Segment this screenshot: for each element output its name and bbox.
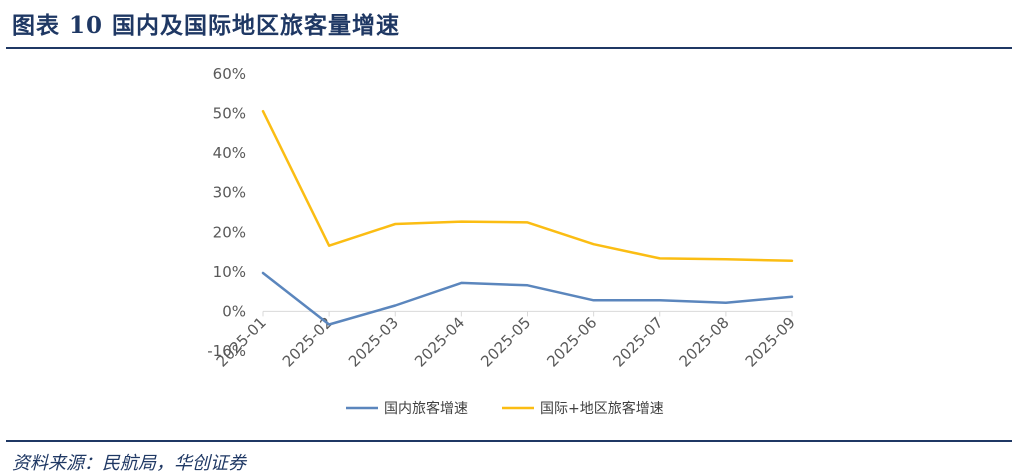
x-axis: 2025-01 2025-02 2025-03 2025-04 2025-05 2025-… xyxy=(213,310,799,371)
x-tick-label: 2025-09 xyxy=(742,314,799,371)
y-tick-label: 20% xyxy=(213,223,246,241)
bottom-rule xyxy=(6,440,1012,442)
top-rule xyxy=(6,47,1012,49)
legend: 国内旅客增速 国际+地区旅客增速 xyxy=(346,400,664,417)
x-tick-label: 2025-04 xyxy=(411,314,468,371)
legend-label-0: 国内旅客增速 xyxy=(384,400,468,417)
x-tick-label: 2025-06 xyxy=(543,314,600,371)
series-layer xyxy=(261,109,794,326)
y-tick-label: 10% xyxy=(213,263,246,281)
x-tick-label: 2025-03 xyxy=(345,314,402,371)
title-bar: 图表 10 国内及国际地区旅客量增速 xyxy=(0,0,1018,48)
line-chart: 60% 50% 40% 30% 20% 10% 0% -10% 2025-01 2025-02 2… xyxy=(207,65,799,417)
y-axis: 60% 50% 40% 30% 20% 10% 0% -10% xyxy=(207,65,246,360)
x-tick-label: 2025-07 xyxy=(610,314,667,371)
y-tick-label: 60% xyxy=(213,65,246,83)
x-tick-label: 2025-05 xyxy=(477,314,534,371)
source-note: 资料来源：民航局，华创证券 xyxy=(12,453,246,474)
figure-title: 图表 10 国内及国际地区旅客量增速 xyxy=(12,12,401,39)
x-tick-label: 2025-08 xyxy=(676,314,733,371)
y-tick-label: 0% xyxy=(222,302,246,320)
series-line-1 xyxy=(261,109,794,263)
y-tick-label: 30% xyxy=(213,184,246,202)
y-tick-label: -10% xyxy=(207,342,246,360)
y-tick-label: 50% xyxy=(213,105,246,123)
legend-label-1: 国际+地区旅客增速 xyxy=(540,400,664,417)
series-line-0 xyxy=(261,271,794,326)
y-tick-label: 40% xyxy=(213,144,246,162)
